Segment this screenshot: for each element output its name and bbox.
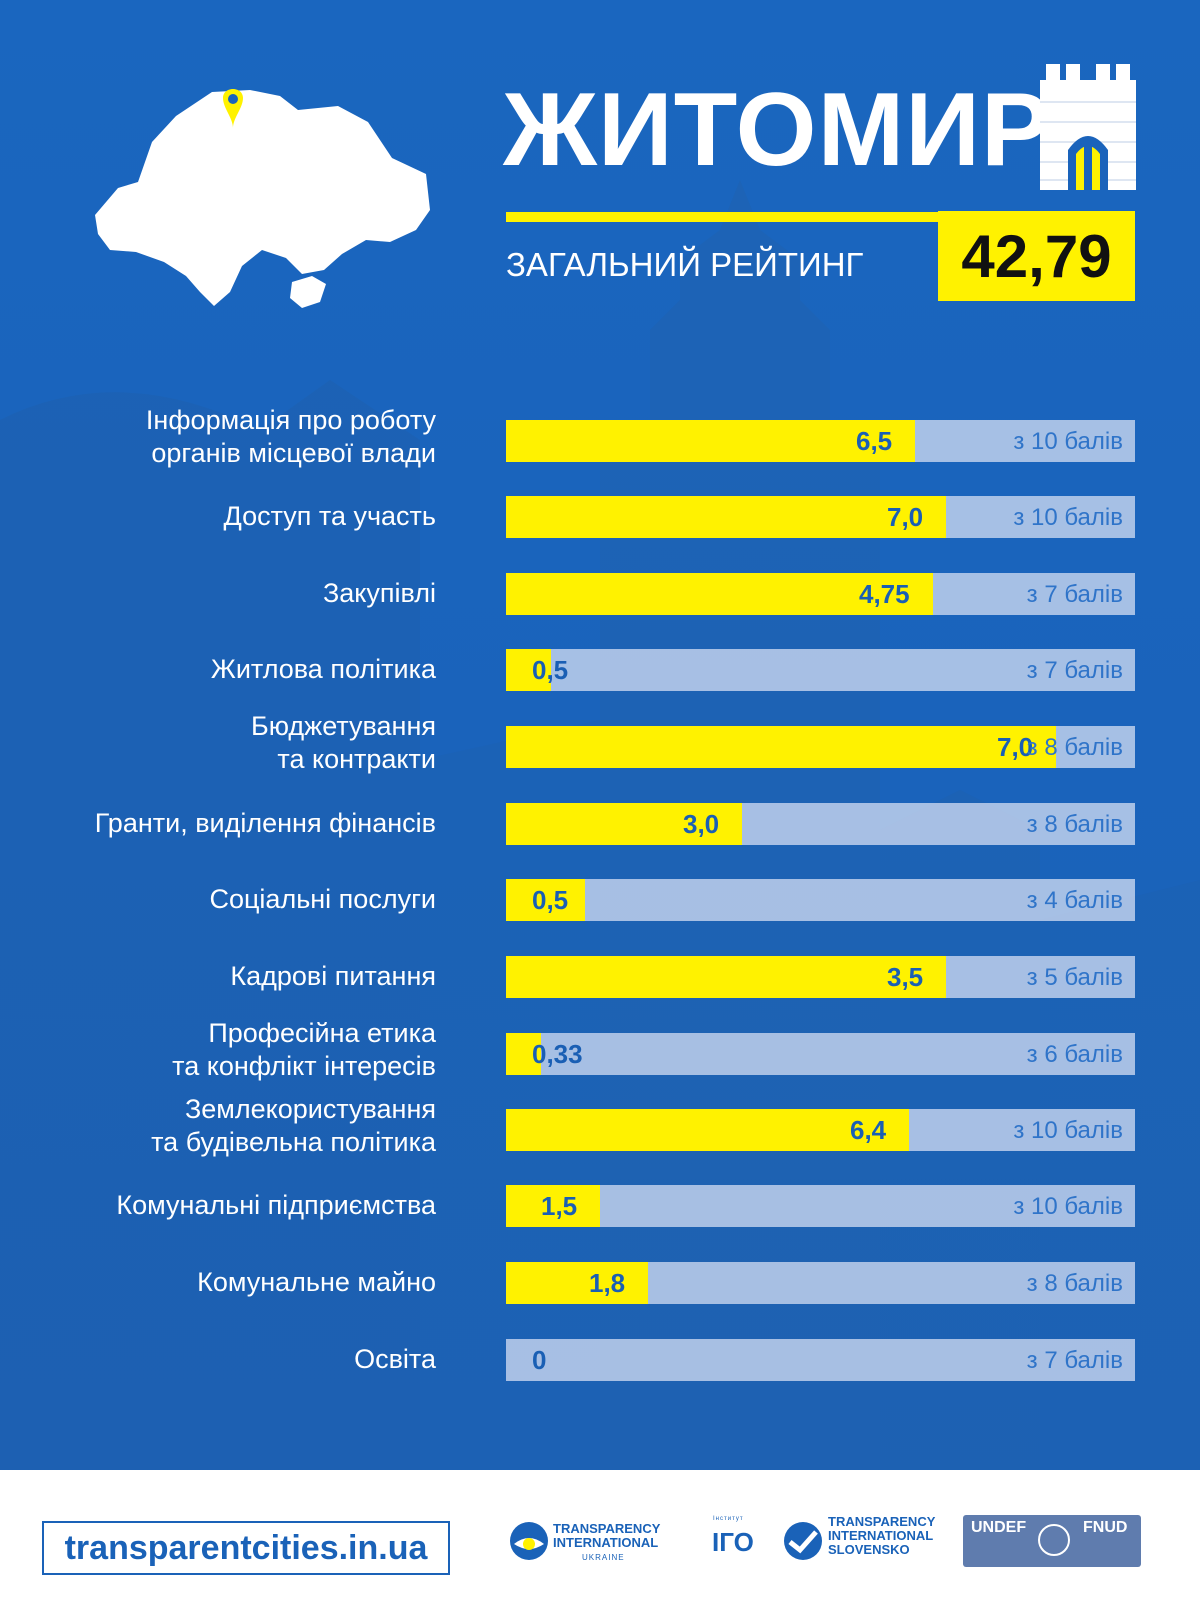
bar-max-label: з 5 балів	[1026, 964, 1123, 991]
bar-max-label: з 8 балів	[1026, 734, 1123, 761]
bar-max-label: з 4 балів	[1026, 887, 1123, 914]
city-title: ЖИТОМИР	[503, 72, 1052, 188]
bar-max-label: з 8 балів	[1026, 1270, 1123, 1297]
bar-fill	[506, 573, 933, 615]
bar-fill	[506, 649, 551, 691]
ti-ukraine-logo-sub: UKRAINE	[582, 1553, 625, 1562]
category-label: Землекористування та будівельна політика	[151, 1094, 436, 1157]
undef-logo-text: UNDEF	[971, 1519, 1027, 1536]
bar-max-label: з 10 балів	[1013, 428, 1123, 455]
bar-max-label: з 10 балів	[1013, 504, 1123, 531]
category-label: Професійна етика та конфлікт інтересів	[172, 1018, 436, 1081]
bar-track: 1,5 з 10 балів	[506, 1185, 1135, 1227]
location-pin-icon	[223, 89, 243, 128]
bar-value-label: 0	[532, 1345, 547, 1375]
ti-ukraine-logo-text: TRANSPARENCY INTERNATIONAL	[553, 1521, 661, 1550]
bar-track: 7,0 з 8 балів	[506, 726, 1135, 768]
un-emblem-icon	[1038, 1524, 1070, 1556]
igo-logo-caption: Інститут	[713, 1516, 744, 1522]
ti-slovensko-logo-text: TRANSPARENCY INTERNATIONAL SLOVENSKO	[828, 1514, 936, 1557]
bar-value-label: 0,5	[532, 885, 569, 915]
score-bars: Інформація про роботу органів місцевої в…	[94, 405, 1135, 1381]
bar-fill	[506, 496, 946, 538]
ukraine-map	[80, 70, 440, 330]
category-label: Доступ та участь	[223, 501, 437, 531]
bar-max-label: з 7 балів	[1026, 1347, 1123, 1374]
bar-value-label: 6,5	[856, 426, 893, 456]
ti-slovensko-logo-icon	[784, 1522, 822, 1560]
bar-fill	[506, 879, 585, 921]
bar-value-label: 0,5	[532, 655, 569, 685]
bar-max-label: з 6 балів	[1026, 1041, 1123, 1068]
bar-fill	[506, 1109, 909, 1151]
igo-logo-text: ІГО	[712, 1527, 754, 1557]
bar-max-label: з 10 балів	[1013, 1117, 1123, 1144]
bar-track: 3,0 з 8 балів	[506, 803, 1135, 845]
website-link[interactable]: transparentcities.in.ua	[42, 1521, 450, 1575]
bar-track: 0,5 з 4 балів	[506, 879, 1135, 921]
bar-fill	[506, 726, 1056, 768]
bar-track: 0,5 з 7 балів	[506, 649, 1135, 691]
footer: transparentcities.in.ua TRANSPARENCY INT…	[0, 1470, 1200, 1615]
bar-value-label: 6,4	[850, 1115, 887, 1145]
bar-track: 4,75 з 7 балів	[506, 573, 1135, 615]
bar-value-label: 4,75	[859, 579, 910, 609]
bar-value-label: 7,0	[887, 502, 924, 532]
bar-value-label: 1,8	[589, 1268, 626, 1298]
bar-value-label: 3,5	[887, 962, 924, 992]
overall-score-box: 42,79	[938, 211, 1135, 301]
bar-track: 6,5 з 10 балів	[506, 420, 1135, 462]
category-label: Житлова політика	[210, 654, 436, 684]
category-label: Соціальні послуги	[209, 884, 436, 914]
category-label: Комунальне майно	[197, 1267, 436, 1297]
bar-fill	[506, 1185, 600, 1227]
bar-track: 3,5 з 5 балів	[506, 956, 1135, 998]
bar-fill	[506, 420, 915, 462]
overall-score-value: 42,79	[961, 223, 1112, 290]
title-underline	[506, 212, 1135, 222]
bar-max-label: з 8 балів	[1026, 811, 1123, 838]
bar-value-label: 0,33	[532, 1039, 583, 1069]
bar-max-label: з 10 балів	[1013, 1193, 1123, 1220]
bar-max-label: з 7 балів	[1026, 581, 1123, 608]
category-label: Освіта	[354, 1344, 436, 1374]
category-label: Інформація про роботу органів місцевої в…	[145, 405, 436, 468]
castle-icon	[1040, 64, 1136, 190]
bar-max-label: з 7 балів	[1026, 657, 1123, 684]
bar-fill	[506, 1033, 541, 1075]
category-label: Закупівлі	[322, 578, 436, 608]
bar-fill	[506, 1262, 648, 1304]
fnud-logo-text: FNUD	[1083, 1519, 1128, 1536]
bar-track: 0 з 7 балів	[506, 1339, 1135, 1381]
bar-track: 7,0 з 10 балів	[506, 496, 1135, 538]
bar-fill	[506, 956, 946, 998]
category-label: Гранти, виділення фінансів	[94, 808, 436, 838]
bar-value-label: 7,0	[997, 732, 1034, 762]
bar-track: 1,8 з 8 балів	[506, 1262, 1135, 1304]
bar-value-label: 3,0	[683, 809, 720, 839]
ti-ukraine-logo-icon	[510, 1522, 548, 1560]
bar-track: 0,33 з 6 балів	[506, 1033, 1135, 1075]
category-label: Кадрові питання	[230, 961, 436, 991]
overall-rating-label: ЗАГАЛЬНИЙ РЕЙТИНГ	[506, 246, 864, 283]
category-label: Комунальні підприємства	[116, 1190, 436, 1220]
bar-value-label: 1,5	[541, 1191, 578, 1221]
category-label: Бюджетування та контракти	[251, 711, 436, 774]
bar-fill	[506, 803, 742, 845]
bar-track: 6,4 з 10 балів	[506, 1109, 1135, 1151]
undef-logo: UNDEF FNUD	[963, 1515, 1141, 1567]
